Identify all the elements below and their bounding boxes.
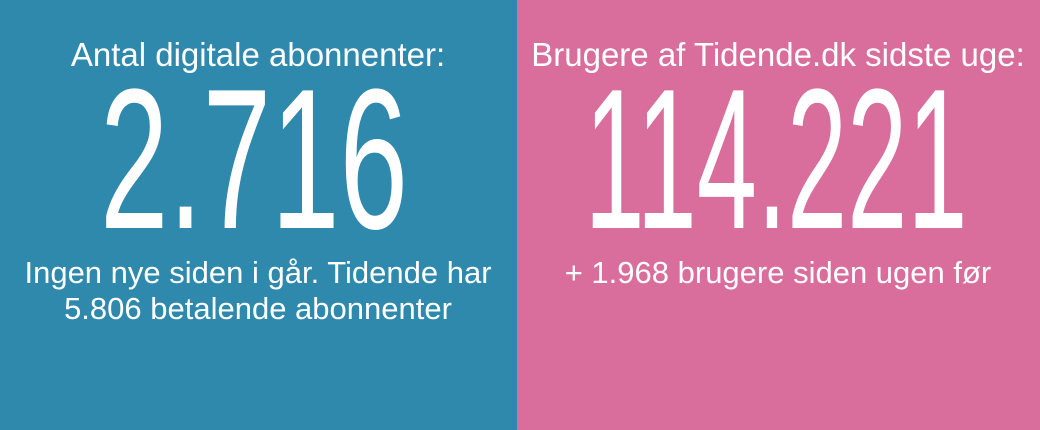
panel-note: 5.806 betalende abonnenter [64,291,452,326]
panel-label: Brugere af Tidende.dk sidste uge: [531,36,1025,73]
panel-background [0,0,517,430]
panel-note: + 1.968 brugere siden ugen før [565,255,992,290]
panel-value: 2.716 [100,48,408,271]
panel-background [517,0,1040,430]
panel-label: Antal digitale abonnenter: [71,36,445,73]
panel-note: Ingen nye siden i går. Tidende har [24,255,491,290]
panel-value: 114.221 [585,48,968,271]
